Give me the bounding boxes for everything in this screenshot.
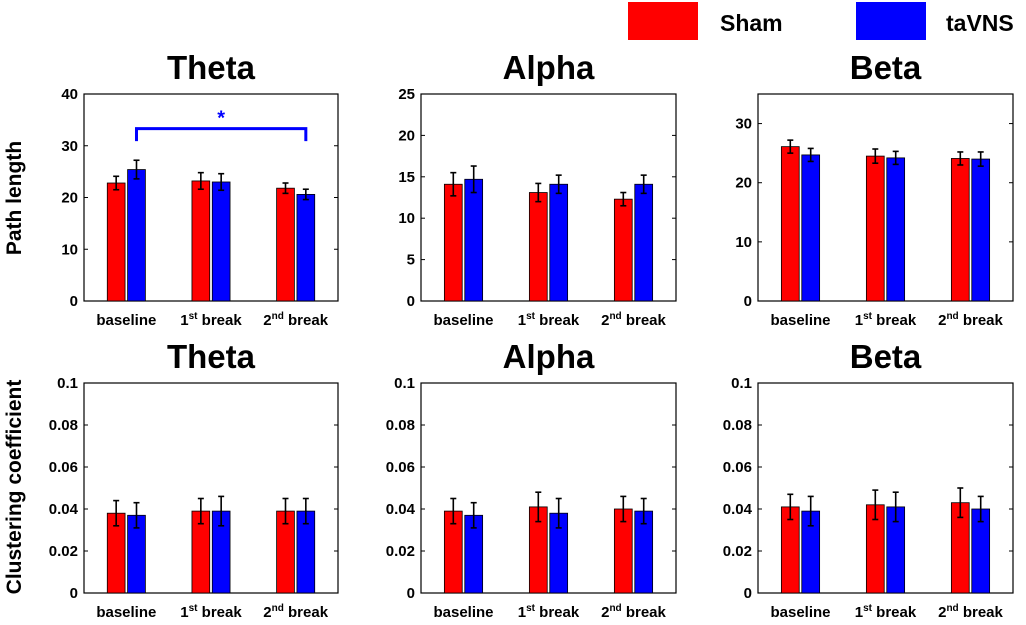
- y-tick-label: 0.02: [723, 543, 752, 560]
- y-tick-label: 0: [744, 293, 752, 310]
- x-tick-label: 1st break: [180, 311, 242, 329]
- y-tick-label: 10: [735, 234, 752, 251]
- x-tick-label: 1st break: [180, 603, 242, 620]
- x-tick-label: baseline: [770, 312, 830, 329]
- x-tick-label: baseline: [433, 604, 493, 620]
- chart-panel-4: Theta 0 0.02 0.04 0.06 0.08 0.1 baseline 1st bre…: [49, 338, 339, 621]
- bar-tavns: [549, 183, 569, 302]
- y-tick-label: 0.1: [731, 375, 752, 392]
- bar-tavns: [464, 178, 484, 302]
- y-tick-label: 0: [407, 293, 415, 310]
- y-tick-label: 10: [398, 210, 415, 227]
- y-tick-label: 0: [70, 585, 78, 602]
- legend-swatch-tavns: [856, 2, 926, 40]
- bar-sham: [443, 183, 463, 302]
- bar-tavns: [971, 158, 991, 302]
- y-tick-label: 40: [61, 86, 78, 103]
- axes-frame: [83, 382, 339, 594]
- x-tick-label: 2nd break: [601, 311, 666, 329]
- x-tick-label: baseline: [96, 604, 156, 620]
- axes-frame: [420, 382, 677, 594]
- bar-sham: [950, 158, 970, 302]
- significance-star: *: [217, 108, 225, 130]
- bar-sham: [780, 146, 800, 302]
- bar-sham: [276, 187, 295, 302]
- y-tick-label: 0.08: [386, 417, 415, 434]
- chart-panel-5: Alpha 0 0.02 0.04 0.06 0.08 0.1 baseline 1st bre…: [386, 338, 677, 621]
- y-tick-label: 0: [70, 293, 78, 310]
- y-tick-label: 10: [61, 241, 78, 258]
- chart-title: Alpha: [503, 49, 595, 86]
- y-tick-label: 0.1: [394, 375, 415, 392]
- bar-tavns: [634, 183, 654, 302]
- x-tick-label: 1st break: [855, 311, 917, 329]
- axes-frame: [757, 93, 1014, 302]
- y-tick-label: 0.08: [723, 417, 752, 434]
- bar-sham: [106, 182, 126, 302]
- bar-tavns: [211, 181, 231, 302]
- bar-tavns: [886, 157, 906, 302]
- chart-title: Theta: [167, 49, 256, 86]
- legend-label-sham: Sham: [720, 10, 783, 36]
- row-label-path-length: Path length: [3, 141, 26, 255]
- legend-label-tavns: taVNS: [946, 10, 1014, 36]
- y-tick-label: 0.1: [57, 375, 78, 392]
- chart-title: Alpha: [503, 338, 595, 375]
- bar-sham: [191, 180, 211, 302]
- chart-panel-3: Beta 0 10 20 30 baseline 1st break 2nd break: [735, 49, 1014, 329]
- chart-panel-2: Alpha 0 5 10 15 20 25 baseline 1st break 2nd brea…: [398, 49, 677, 329]
- y-tick-label: 0.06: [723, 459, 752, 476]
- axes-frame: [420, 93, 677, 302]
- y-tick-label: 0: [407, 585, 415, 602]
- significance-bracket: [134, 127, 308, 142]
- y-tick-label: 30: [61, 138, 78, 155]
- y-tick-label: 0.08: [49, 417, 78, 434]
- bar-sham: [865, 155, 885, 302]
- x-tick-label: 1st break: [518, 311, 580, 329]
- x-tick-label: baseline: [770, 604, 830, 620]
- y-tick-label: 0.06: [386, 459, 415, 476]
- y-tick-label: 25: [398, 86, 415, 103]
- x-tick-label: 2nd break: [263, 311, 328, 329]
- x-tick-label: 2nd break: [938, 603, 1003, 620]
- y-tick-label: 0: [744, 585, 752, 602]
- y-tick-label: 15: [398, 169, 415, 186]
- axes-frame: [757, 382, 1014, 594]
- row-label-clustering-coefficient: Clustering coefficient: [3, 380, 26, 595]
- legend: Sham taVNS: [628, 2, 1014, 40]
- x-tick-label: 1st break: [518, 603, 580, 620]
- legend-swatch-sham: [628, 2, 698, 40]
- y-tick-label: 0.04: [723, 501, 753, 518]
- chart-title: Beta: [850, 49, 922, 86]
- y-tick-label: 5: [407, 252, 415, 269]
- bar-tavns: [296, 193, 316, 302]
- x-tick-label: 1st break: [855, 603, 917, 620]
- y-tick-label: 30: [735, 116, 752, 133]
- y-tick-label: 0.06: [49, 459, 78, 476]
- y-tick-label: 20: [398, 127, 415, 144]
- bar-sham: [613, 198, 633, 302]
- y-tick-label: 0.02: [49, 543, 78, 560]
- x-tick-label: baseline: [96, 312, 156, 329]
- chart-panel-1: Theta 0 10 20 30 40 baseline 1st break 2nd break…: [61, 49, 339, 329]
- y-tick-label: 0.02: [386, 543, 415, 560]
- bar-tavns: [127, 169, 146, 302]
- bar-sham: [528, 192, 548, 302]
- chart-title: Beta: [850, 338, 922, 375]
- y-tick-label: 0.04: [386, 501, 416, 518]
- x-tick-label: 2nd break: [938, 311, 1003, 329]
- y-tick-label: 20: [735, 175, 752, 192]
- y-tick-label: 20: [61, 190, 78, 207]
- x-tick-label: 2nd break: [601, 603, 666, 620]
- chart-title: Theta: [167, 338, 256, 375]
- y-tick-label: 0.04: [49, 501, 79, 518]
- panels: Theta 0 10 20 30 40 baseline 1st break 2nd break…: [49, 49, 1014, 621]
- x-tick-label: baseline: [433, 312, 493, 329]
- x-tick-label: 2nd break: [263, 603, 328, 620]
- bar-tavns: [801, 154, 821, 302]
- chart-panel-6: Beta 0 0.02 0.04 0.06 0.08 0.1 baseline 1st brea…: [723, 338, 1014, 621]
